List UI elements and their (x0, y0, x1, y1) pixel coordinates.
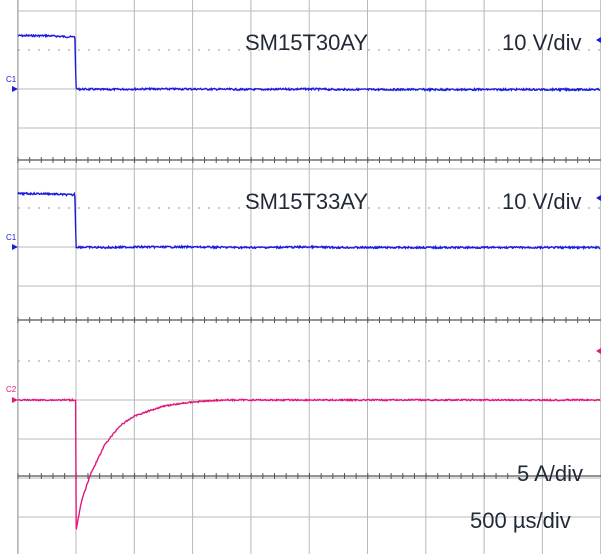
panel-3-scale-label: 5 A/div (517, 461, 583, 486)
panel-1-channel-marker: C1 (6, 75, 17, 84)
panel-1-scale-label: 10 V/div (502, 30, 582, 55)
panel-3-channel-marker: C2 (6, 385, 17, 394)
panel-2-trace-label: SM15T33AY (245, 189, 368, 214)
panel-2-channel-marker: C1 (6, 233, 17, 242)
panel-1-trace-label: SM15T30AY (245, 30, 368, 55)
panel-2-scale-label: 10 V/div (502, 189, 582, 214)
time-scale-label: 500 µs/div (470, 508, 571, 533)
